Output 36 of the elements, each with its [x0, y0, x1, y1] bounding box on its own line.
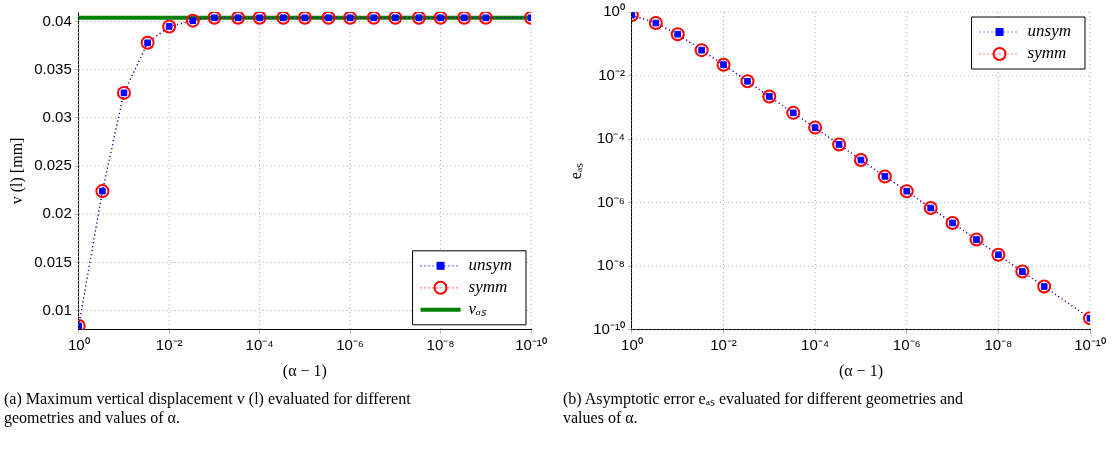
- y-tick-label: 10⁻⁶: [597, 192, 625, 210]
- x-axis-title: (α − 1): [282, 361, 327, 380]
- x-tick-label: 10⁻¹⁰: [1074, 335, 1106, 353]
- legend-label: symm: [1027, 43, 1067, 63]
- y-tick-label: 0.015: [34, 252, 72, 270]
- y-tick-label: 0.01: [42, 300, 72, 318]
- y-tick-label: 0.025: [34, 156, 72, 174]
- x-axis-title: (α − 1): [838, 361, 883, 380]
- legend-label: unsym: [1027, 21, 1072, 41]
- x-tick-label: 10⁻¹⁰: [515, 335, 547, 353]
- y-tick-label: 10⁰: [603, 2, 625, 20]
- y-tick-label: 10⁻²: [598, 65, 625, 83]
- text: (a) Maximum vertical displacement v (l) evaluated for different geometries and values of α.: [4, 389, 412, 427]
- y-tick-label: 10⁻⁴: [596, 129, 625, 147]
- x-tick-label: 10⁻⁴: [245, 335, 274, 353]
- y-tick-label: 10⁻¹⁰: [593, 319, 625, 337]
- text: (b) Asymptotic error eₐₛ evaluated for different geometries and values of α.: [563, 389, 965, 427]
- x-tick-label: 10⁻⁶: [892, 335, 921, 353]
- legend-label: symm: [468, 277, 508, 297]
- x-tick-label: 10⁻⁸: [984, 335, 1013, 353]
- x-tick-label: 10⁰: [621, 335, 643, 353]
- y-axis-title: eₐₛ: [566, 162, 584, 180]
- x-tick-label: 10⁻⁸: [426, 335, 455, 353]
- x-tick-label: 10⁻²: [155, 335, 183, 353]
- x-tick-label: 10⁻²: [710, 335, 737, 353]
- x-tick-label: 10⁰: [67, 335, 90, 353]
- y-axis-title: v (l) [mm]: [7, 137, 26, 205]
- x-tick-label: 10⁻⁴: [801, 335, 830, 353]
- y-tick-label: 10⁻⁸: [596, 256, 625, 274]
- y-tick-label: 0.035: [34, 59, 72, 77]
- legend-label: vₐₛ: [468, 299, 488, 319]
- y-tick-label: 0.03: [42, 108, 72, 126]
- x-tick-label: 10⁻⁶: [336, 335, 365, 353]
- y-tick-label: 0.02: [42, 204, 72, 222]
- y-tick-label: 0.04: [42, 11, 72, 29]
- legend-label: unsym: [468, 255, 513, 275]
